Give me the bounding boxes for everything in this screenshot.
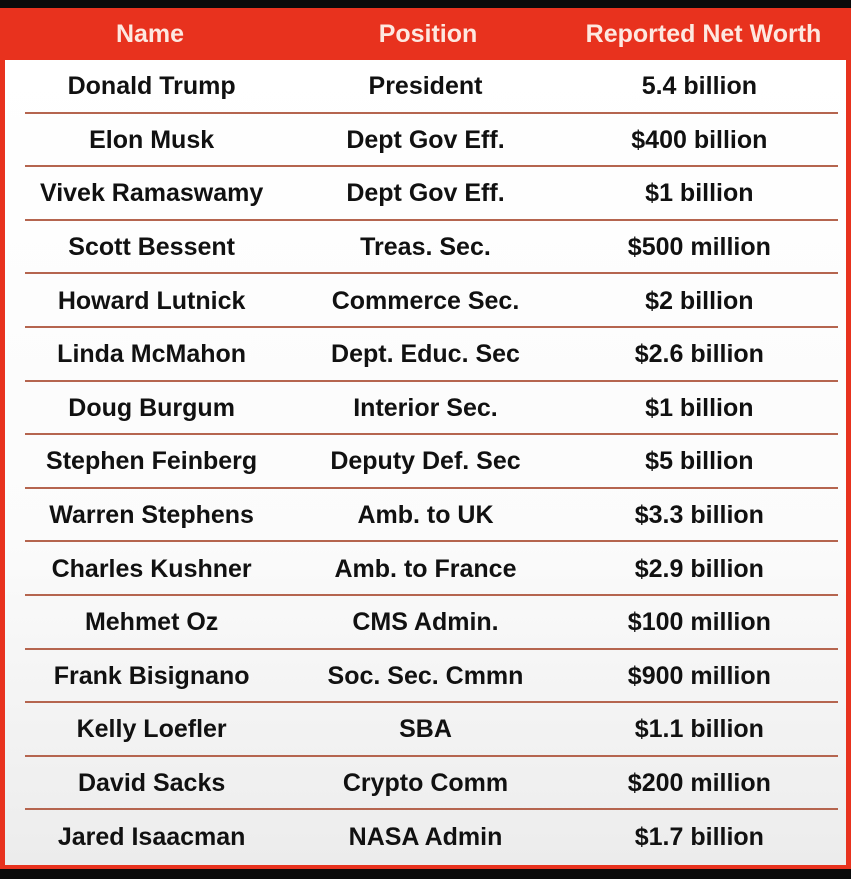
cell-name: Scott Bessent [68, 233, 235, 262]
table-row: Frank Bisignano Soc. Sec. Cmmn $900 millio… [5, 650, 846, 704]
cell-net-worth: $1 billion [645, 179, 754, 208]
cell-position: SBA [399, 715, 452, 744]
cell-position: Dept. Educ. Sec [331, 340, 520, 369]
cell-net-worth: $5 billion [645, 447, 754, 476]
table-row: Scott Bessent Treas. Sec. $500 million [5, 221, 846, 275]
table-row: Elon Musk Dept Gov Eff. $400 billion [5, 114, 846, 168]
table-row: Mehmet Oz CMS Admin. $100 million [5, 596, 846, 650]
cell-name: Doug Burgum [68, 393, 235, 422]
cell-position: Dept Gov Eff. [346, 179, 505, 208]
cell-net-worth: $1.1 billion [634, 715, 764, 744]
table-row: Howard Lutnick Commerce Sec. $2 billion [5, 274, 846, 328]
cell-net-worth: $900 million [627, 661, 771, 690]
cell-name: David Sacks [77, 769, 226, 798]
cell-name: Jared Isaacman [57, 822, 246, 851]
table-row: Warren Stephens Amb. to UK $3.3 billion [5, 489, 846, 543]
cell-net-worth: $400 billion [631, 125, 768, 154]
cell-name: Charles Kushner [51, 554, 252, 583]
cell-position: NASA Admin [348, 822, 503, 851]
cell-name: Donald Trump [67, 72, 236, 101]
cell-net-worth: 5.4 billion [641, 72, 757, 101]
cell-net-worth: $3.3 billion [634, 501, 764, 530]
cell-name: Stephen Feinberg [46, 447, 258, 476]
cell-position: Crypto Comm [342, 769, 509, 798]
cell-position: Treas. Sec. [360, 233, 491, 262]
cell-net-worth: $2.9 billion [634, 554, 764, 583]
table-body: Donald Trump President 5.4 billion Elon Mus… [5, 60, 846, 865]
table-row: Donald Trump President 5.4 billion [5, 60, 846, 114]
cell-name: Linda McMahon [57, 340, 247, 369]
cell-net-worth: $2 billion [645, 286, 754, 315]
cell-position: Amb. to UK [357, 501, 494, 530]
cell-name: Warren Stephens [49, 501, 254, 530]
header-name: Name [115, 19, 185, 48]
cell-name: Vivek Ramaswamy [39, 179, 264, 208]
cell-name: Kelly Loefler [76, 715, 227, 744]
table-row: Vivek Ramaswamy Dept Gov Eff. $1 billion [5, 167, 846, 221]
cell-net-worth: $1 billion [645, 393, 754, 422]
cell-net-worth: $2.6 billion [634, 340, 764, 369]
cell-net-worth: $500 million [627, 233, 771, 262]
table-row: Doug Burgum Interior Sec. $1 billion [5, 382, 846, 436]
cell-position: Amb. to France [334, 554, 517, 583]
table-row: Charles Kushner Amb. to France $2.9 billio… [5, 542, 846, 596]
cell-position: Interior Sec. [353, 393, 498, 422]
cell-position: Dept Gov Eff. [346, 125, 505, 154]
cell-name: Howard Lutnick [57, 286, 246, 315]
table-row: David Sacks Crypto Comm $200 million [5, 757, 846, 811]
cell-name: Mehmet Oz [84, 608, 219, 637]
table-frame: Name Position Reported Net Worth Donald … [0, 8, 851, 869]
cell-position: Commerce Sec. [331, 286, 520, 315]
table-row: Linda McMahon Dept. Educ. Sec $2.6 billion [5, 328, 846, 382]
header-position: Position [378, 19, 478, 48]
header-net-worth: Reported Net Worth [585, 19, 822, 48]
cell-position: Soc. Sec. Cmmn [327, 661, 524, 690]
cell-net-worth: $200 million [627, 769, 771, 798]
cell-net-worth: $1.7 billion [634, 822, 764, 851]
cell-name: Frank Bisignano [53, 661, 250, 690]
cell-name: Elon Musk [89, 125, 215, 154]
table-row: Kelly Loefler SBA $1.1 billion [5, 703, 846, 757]
cell-net-worth: $100 million [627, 608, 771, 637]
table-header: Name Position Reported Net Worth [0, 8, 851, 60]
table-row: Jared Isaacman NASA Admin $1.7 billion [5, 810, 846, 864]
cell-position: CMS Admin. [352, 608, 499, 637]
cell-position: President [368, 72, 483, 101]
table-row: Stephen Feinberg Deputy Def. Sec $5 billio… [5, 435, 846, 489]
cell-position: Deputy Def. Sec [330, 447, 521, 476]
